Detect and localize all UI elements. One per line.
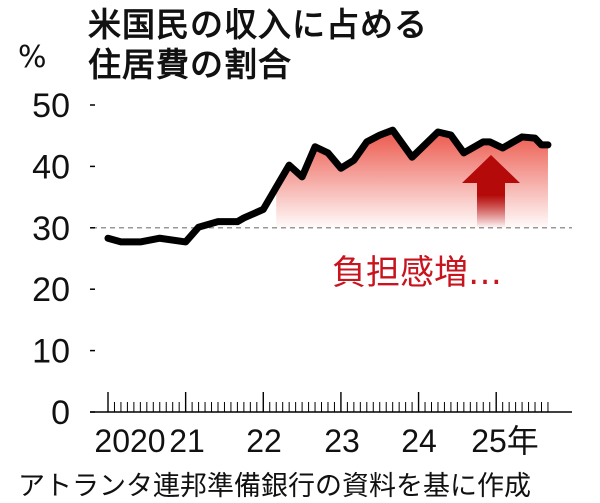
x-tick-label: 24 xyxy=(401,423,437,459)
y-tick-label: 0 xyxy=(51,394,70,432)
annotation-text: 負担感増… xyxy=(332,253,502,293)
x-tick-label: 21 xyxy=(169,423,205,459)
x-tick-label: 23 xyxy=(324,423,360,459)
x-tick-label: 2020 xyxy=(94,423,165,459)
y-tick-label: 20 xyxy=(32,271,70,309)
y-tick-label: 30 xyxy=(32,210,70,248)
x-tick-label: 25年 xyxy=(471,423,539,459)
y-tick-label: 50 xyxy=(32,87,70,125)
source-note: アトランタ連邦準備銀行の資料を基に作成 xyxy=(18,464,531,503)
x-tick-label: 22 xyxy=(246,423,282,459)
y-tick-label: 10 xyxy=(32,333,70,371)
y-tick-label: 40 xyxy=(32,148,70,186)
